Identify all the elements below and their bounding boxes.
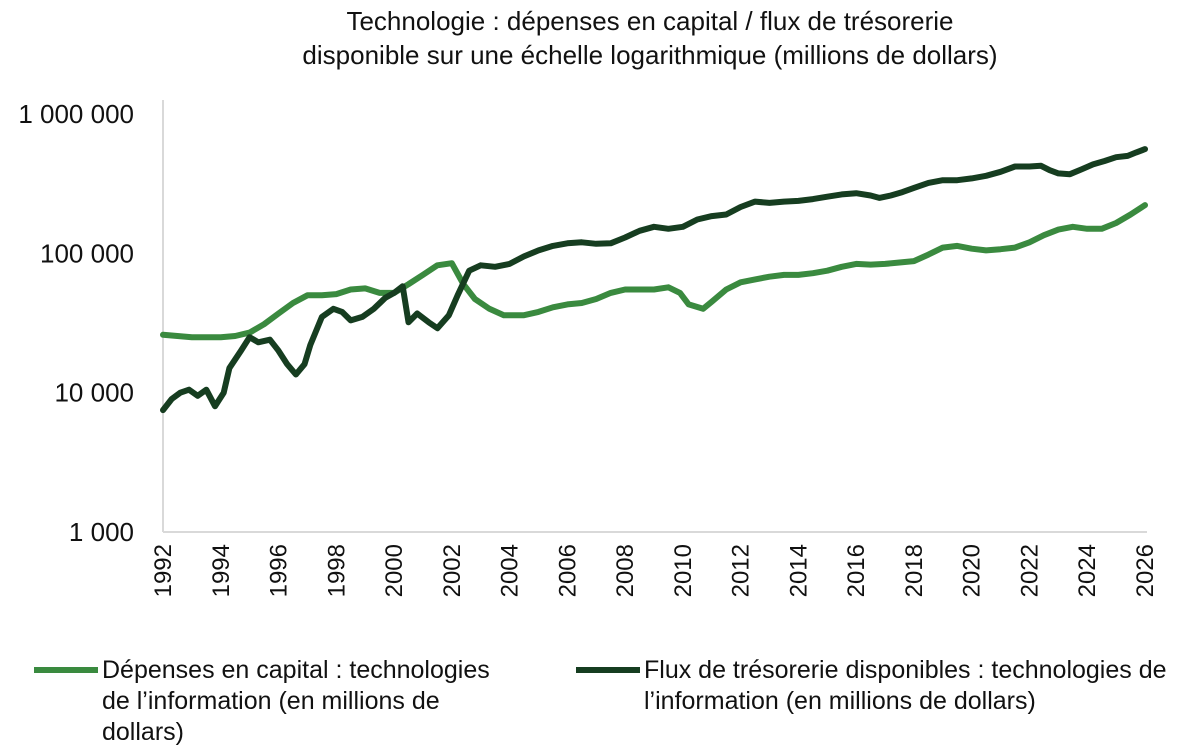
legend: Dépenses en capital : technologies de l’…	[0, 655, 1200, 746]
y-tick-labels: 1 000 10 000 100 000 1 000 000	[18, 99, 134, 547]
series-line-1	[160, 146, 1148, 414]
y-tick-label-1: 10 000	[54, 378, 134, 408]
series-lines	[160, 146, 1148, 414]
x-tick-label-1: 1994	[208, 544, 235, 597]
chart-plot: 1 000 10 000 100 000 1 000 000 1992 1994 1996…	[18, 99, 1159, 597]
series-line-0	[160, 202, 1148, 341]
legend-swatch-capex	[34, 667, 98, 673]
legend-swatch-fcf	[576, 667, 640, 673]
y-tick-label-3: 1 000 000	[18, 99, 134, 129]
x-tick-label-10: 2012	[728, 544, 755, 597]
x-tick-label-2: 1996	[266, 544, 293, 597]
x-tick-label-16: 2024	[1074, 544, 1101, 597]
x-tick-label-4: 2000	[381, 544, 408, 597]
x-tick-label-5: 2002	[439, 544, 466, 597]
chart-title-line-2: disponible sur une échelle logarithmique…	[302, 40, 998, 70]
x-tick-label-15: 2022	[1016, 544, 1043, 597]
x-tick-label-11: 2014	[785, 544, 812, 597]
axes	[162, 100, 1147, 533]
y-tick-label-0: 1 000	[69, 517, 134, 547]
legend-label-capex: Dépenses en capital : technologies de l’…	[102, 656, 490, 746]
chart-title: Technologie : dépenses en capital / flux…	[150, 4, 1150, 72]
x-tick-label-6: 2004	[497, 544, 524, 597]
x-tick-label-17: 2026	[1132, 544, 1159, 597]
y-tick-label-2: 100 000	[40, 238, 134, 268]
chart-title-line-1: Technologie : dépenses en capital / flux…	[346, 6, 954, 36]
x-tick-label-14: 2020	[959, 544, 986, 597]
x-tick-label-13: 2018	[901, 544, 928, 597]
x-tick-label-8: 2008	[612, 544, 639, 597]
x-tick-label-12: 2016	[843, 544, 870, 597]
x-tick-label-0: 1992	[150, 544, 177, 597]
legend-item-fcf: Flux de trésorerie disponibles : technol…	[576, 655, 1169, 717]
x-tick-label-3: 1998	[323, 544, 350, 597]
x-tick-label-7: 2006	[554, 544, 581, 597]
legend-label-fcf: Flux de trésorerie disponibles : technol…	[644, 656, 1167, 715]
x-tick-label-9: 2010	[670, 544, 697, 597]
legend-item-capex: Dépenses en capital : technologies de l’…	[34, 655, 512, 748]
x-tick-labels: 1992 1994 1996 1998 2000 2002 2004 2006 2008 2010…	[150, 544, 1159, 597]
